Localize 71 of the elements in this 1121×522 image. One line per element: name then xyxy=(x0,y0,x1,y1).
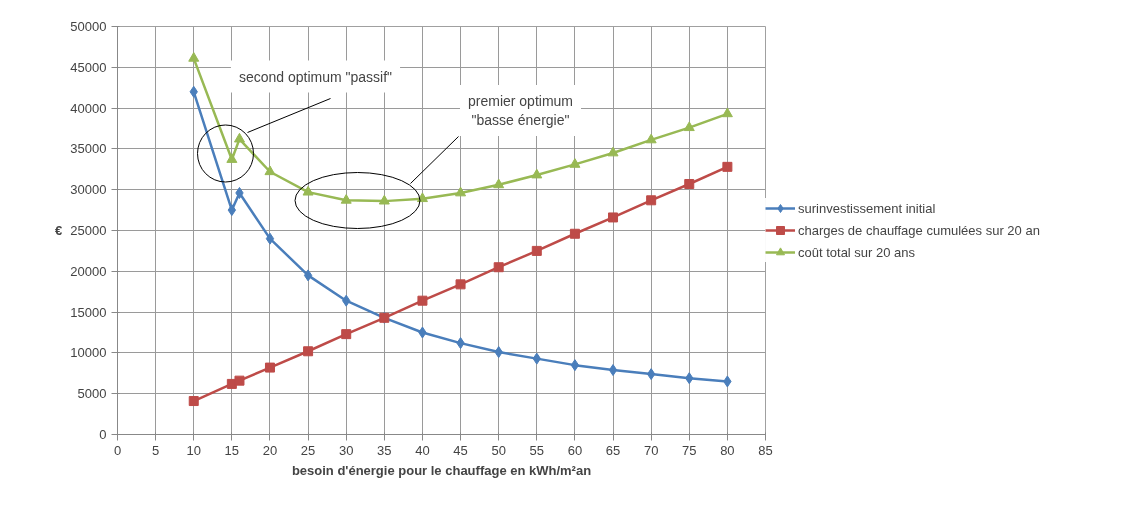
point xyxy=(646,195,657,206)
point xyxy=(302,185,314,196)
point xyxy=(188,396,199,407)
legend-label: surinvestissement initial xyxy=(798,200,936,216)
y-tick-label: 25000 xyxy=(70,223,107,238)
point xyxy=(455,279,466,290)
y-tick-label: 5000 xyxy=(77,386,107,402)
point xyxy=(233,132,245,143)
point xyxy=(264,165,276,176)
x-tick-label: 50 xyxy=(491,442,506,458)
y-tick-label: 45000 xyxy=(70,59,107,75)
point xyxy=(303,346,314,357)
x-tick-label: 15 xyxy=(224,442,240,458)
point xyxy=(493,178,505,189)
point xyxy=(721,107,733,118)
y-tick-label: 40000 xyxy=(70,100,107,116)
x-tick-label: 25 xyxy=(300,442,316,458)
x-tick-label: 10 xyxy=(186,442,201,458)
x-tick-label: 30 xyxy=(338,442,354,458)
x-axis-title: besoin d'énergie pour le chauffage en kWh/m²an xyxy=(291,462,592,478)
point xyxy=(608,364,618,377)
point xyxy=(265,232,275,245)
point xyxy=(646,368,656,381)
point xyxy=(227,204,237,217)
point xyxy=(455,186,467,197)
annotation: premier optimum "basse énergie" xyxy=(467,92,574,129)
point xyxy=(226,153,238,163)
point xyxy=(531,245,542,256)
y-tick-label: 10000 xyxy=(70,345,107,361)
x-tick-label: 60 xyxy=(567,442,583,458)
x-tick-label: 0 xyxy=(113,442,122,458)
legend-label: coût total sur 20 ans xyxy=(798,244,916,260)
point xyxy=(234,375,245,386)
point xyxy=(684,178,695,189)
point xyxy=(493,262,504,273)
point xyxy=(683,121,695,132)
point xyxy=(722,161,733,172)
point xyxy=(569,228,580,239)
y-tick-label: 30000 xyxy=(70,182,107,198)
point xyxy=(570,359,580,372)
point xyxy=(417,295,428,306)
annotation: second optimum "passif" xyxy=(238,68,393,85)
x-tick-label: 45 xyxy=(453,442,468,458)
point xyxy=(608,212,619,223)
legend-label: charges de chauffage cumulées sur 20 an xyxy=(798,222,1040,238)
point xyxy=(645,133,657,144)
y-tick-label: 50000 xyxy=(70,19,107,34)
x-tick-label: 35 xyxy=(377,442,392,458)
y-tick-label: 20000 xyxy=(70,263,107,279)
x-tick-label: 70 xyxy=(643,442,659,458)
x-tick-label: 85 xyxy=(758,442,773,458)
y-tick-label: 15000 xyxy=(70,304,107,320)
x-tick-label: 75 xyxy=(682,442,697,458)
point xyxy=(188,52,200,62)
point xyxy=(607,146,619,157)
point xyxy=(340,194,352,204)
point xyxy=(531,168,543,179)
point xyxy=(303,269,313,282)
point xyxy=(378,194,390,205)
y-axis-title: € xyxy=(55,223,63,238)
x-tick-label: 55 xyxy=(529,442,545,458)
y-tick-label: 35000 xyxy=(70,141,107,157)
x-tick-label: 5 xyxy=(152,442,160,458)
point xyxy=(264,362,275,373)
point xyxy=(341,329,352,340)
y-tick-label: 0 xyxy=(99,427,107,442)
x-tick-label: 40 xyxy=(415,442,430,458)
point xyxy=(569,158,581,168)
x-tick-label: 80 xyxy=(720,442,735,458)
x-tick-label: 20 xyxy=(262,442,278,458)
x-tick-label: 65 xyxy=(605,442,621,458)
